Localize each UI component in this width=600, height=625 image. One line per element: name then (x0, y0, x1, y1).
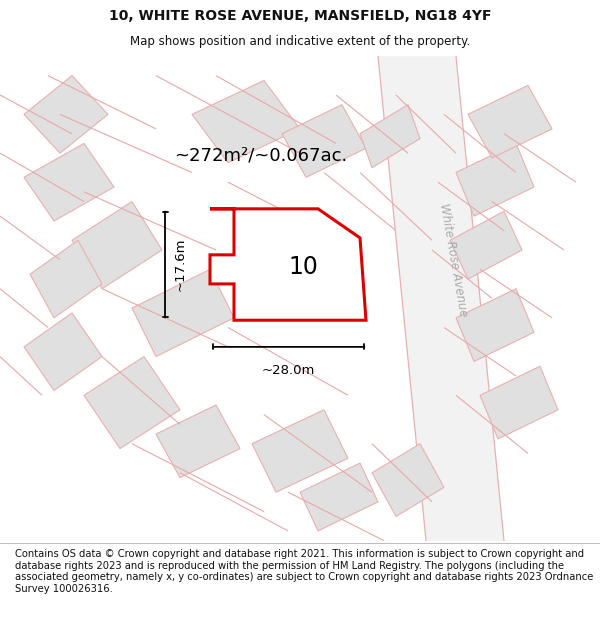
Polygon shape (156, 405, 240, 478)
Polygon shape (372, 444, 444, 516)
Polygon shape (30, 240, 102, 318)
Text: Map shows position and indicative extent of the property.: Map shows position and indicative extent… (130, 35, 470, 48)
Text: ~272m²/~0.067ac.: ~272m²/~0.067ac. (174, 146, 347, 164)
Text: 10, WHITE ROSE AVENUE, MANSFIELD, NG18 4YF: 10, WHITE ROSE AVENUE, MANSFIELD, NG18 4… (109, 9, 491, 22)
Text: Contains OS data © Crown copyright and database right 2021. This information is : Contains OS data © Crown copyright and d… (15, 549, 593, 594)
Polygon shape (468, 85, 552, 158)
Text: ~17.6m: ~17.6m (174, 238, 187, 291)
Polygon shape (210, 209, 366, 320)
Polygon shape (192, 81, 300, 162)
Polygon shape (24, 76, 108, 153)
Polygon shape (456, 289, 534, 361)
Polygon shape (450, 211, 522, 279)
Polygon shape (72, 201, 162, 289)
Polygon shape (24, 143, 114, 221)
Polygon shape (456, 143, 534, 216)
Text: White Rose Avenue: White Rose Avenue (437, 202, 469, 318)
Polygon shape (282, 104, 366, 177)
Text: 10: 10 (288, 255, 318, 279)
Polygon shape (132, 269, 234, 356)
Polygon shape (84, 356, 180, 449)
Polygon shape (252, 410, 348, 492)
Text: ~28.0m: ~28.0m (262, 364, 315, 377)
Polygon shape (300, 463, 378, 531)
Polygon shape (378, 56, 504, 541)
Polygon shape (24, 313, 102, 391)
Polygon shape (360, 104, 420, 168)
Polygon shape (480, 366, 558, 439)
